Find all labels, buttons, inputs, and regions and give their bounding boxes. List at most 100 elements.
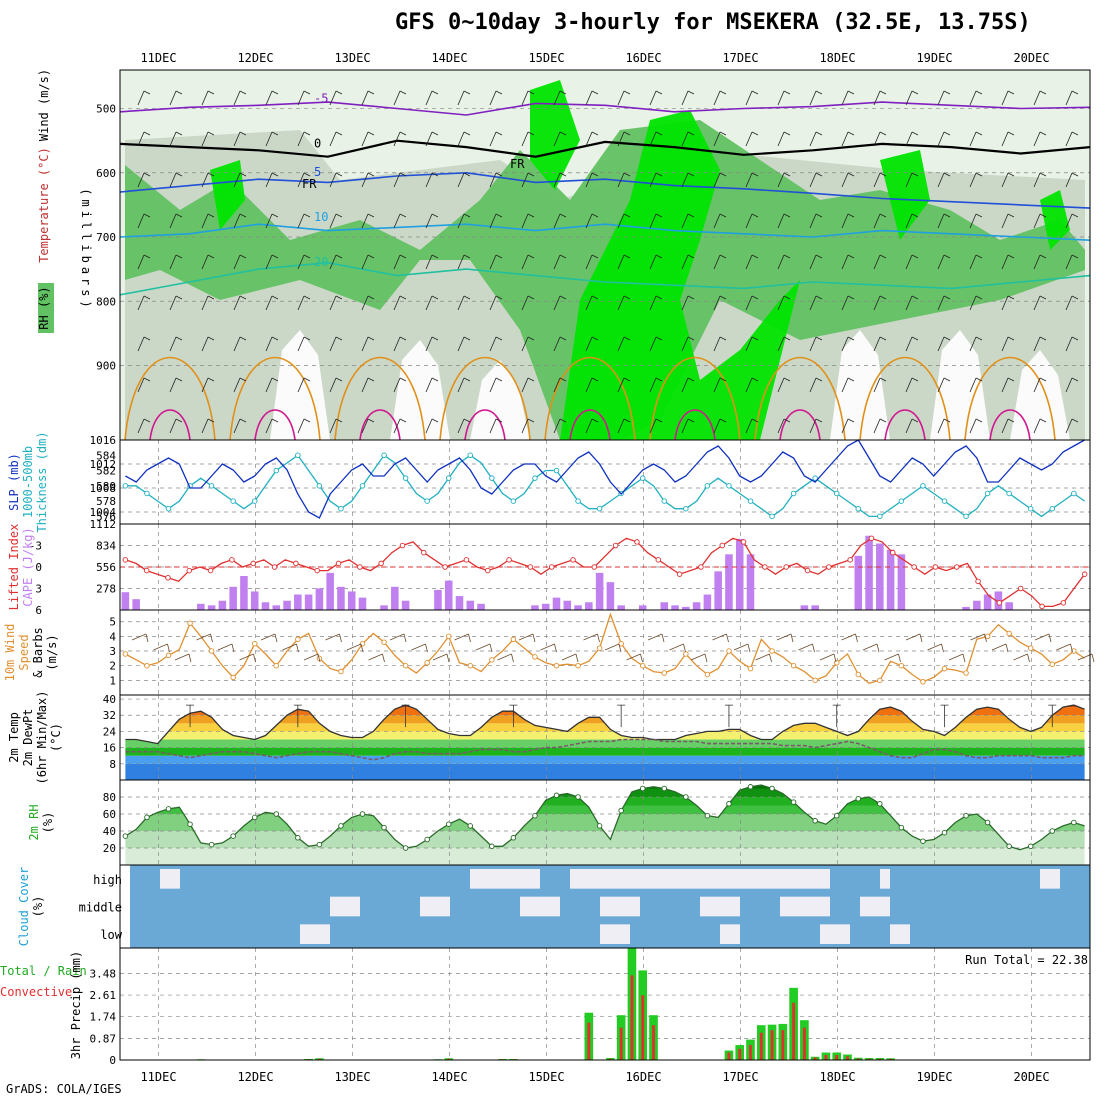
upper-wind-barb (905, 336, 919, 352)
upper-ytick-500: 500 (96, 103, 116, 116)
wind-barb-10m (841, 633, 858, 643)
wind-speed-point (1071, 648, 1077, 654)
cape-ytick-834: 834 (96, 540, 116, 553)
upper-wind-barb (233, 90, 247, 106)
wind-barb-10m (669, 643, 686, 653)
precip-convective-bar (835, 1055, 839, 1060)
temp-label-2m: 2m Temp (7, 712, 21, 763)
cape-ytick-1112: 1112 (90, 518, 117, 531)
upper-wind-barb (137, 418, 151, 434)
precip-convective-bar (867, 1058, 871, 1060)
upper-wind-barb (169, 213, 183, 229)
chart-title: GFS 0~10day 3-hourly for MSEKERA (32.5E,… (395, 10, 1031, 35)
lifted-index-point (378, 560, 384, 567)
upper-wind-barb (521, 213, 535, 229)
upper-wind-barb (521, 295, 535, 311)
cape-bar (574, 605, 582, 610)
upper-wind-barb (201, 295, 215, 311)
upper-wind-barb (1065, 295, 1079, 311)
wind-barb-10m (432, 653, 450, 663)
upper-wind-barb (553, 254, 567, 270)
wind-speed-point (639, 662, 646, 669)
cape-bar (692, 602, 701, 610)
rh-2m-point (661, 785, 668, 792)
upper-wind-barb (585, 213, 599, 229)
upper-wind-barb (873, 336, 887, 352)
wind-barb-10m (776, 633, 794, 643)
upper-wind-barb (1001, 295, 1015, 311)
upper-wind-barb (969, 254, 983, 270)
rh-2m-point (144, 814, 150, 821)
wind-barb-10m (819, 653, 837, 663)
wind-barb-10m (647, 633, 665, 643)
cloud-row-label-high: high (93, 873, 122, 887)
cape-bar (541, 603, 550, 610)
upper-ytick-900: 900 (96, 359, 116, 372)
wind-speed-point (402, 662, 409, 669)
warm-contour-3 (439, 356, 531, 441)
rh-2m-point (402, 845, 409, 851)
upper-wind-barb (361, 295, 375, 311)
upper-wind-barb (1001, 90, 1015, 106)
temp-ytick-24: 24 (103, 725, 117, 738)
upper-wind-barb (713, 254, 727, 270)
wind-barb-10m (626, 653, 643, 663)
cape-bar (283, 600, 291, 610)
wind-barb-10m (884, 653, 901, 663)
wind-barb-10m (970, 633, 987, 643)
precip-convective-bar (738, 1048, 742, 1060)
thickness-point (661, 498, 668, 504)
rh-2m-point (230, 833, 236, 839)
lifted-index-point (357, 564, 363, 570)
upper-wind-barb (361, 172, 375, 188)
upper-wind-barb (393, 336, 407, 352)
rh-band-2 (125, 814, 1085, 831)
thickness-point (165, 505, 172, 512)
upper-wind-barb (1001, 254, 1015, 270)
cape-bar (326, 572, 334, 610)
date-label-top-13DEC: 13DEC (334, 51, 370, 65)
precip-convective-bar (781, 1030, 785, 1060)
slp-line (125, 439, 1085, 519)
upper-wind-barb (265, 295, 279, 311)
cloud-label: Cloud Cover (17, 867, 31, 946)
rh-2m-point (122, 833, 129, 839)
cloud-row-label-middle: middle (79, 901, 122, 915)
cape-bar (703, 594, 712, 610)
cape-bar (714, 571, 722, 610)
upper-wind-barb (649, 336, 663, 352)
upper-wind-barb (1065, 172, 1079, 188)
wind-speed-point (381, 639, 387, 645)
upper-wind-barb (553, 90, 567, 106)
cloud-gap-middle (600, 896, 640, 917)
cloud-gap-high (470, 869, 540, 889)
rh-2m-point (1027, 843, 1034, 850)
wind-speed-point (467, 662, 474, 669)
upper-wind-barb (745, 336, 759, 352)
temp-band-4 (125, 731, 1085, 740)
dry-lobe-0 (270, 330, 330, 440)
upper-wind-barb (905, 131, 919, 147)
thickness-point (251, 498, 258, 504)
cape-bar (886, 549, 895, 610)
dry-lobe-1 (390, 340, 450, 440)
upper-wind-barb (905, 90, 919, 106)
lifted-index-point (762, 564, 768, 570)
thickness-point (122, 483, 129, 489)
upper-wind-barb (361, 418, 375, 434)
thickness-point (596, 505, 603, 512)
thickness-point (1027, 505, 1034, 512)
lifted-index-point (591, 564, 598, 570)
thickness-point (553, 467, 560, 474)
upper-wind-barb (649, 254, 663, 270)
thickness-point (424, 498, 430, 504)
upper-wind-barb (425, 131, 439, 147)
temp-minmax-bar (617, 704, 626, 728)
thickness-point (467, 452, 474, 459)
wind-label-units: (m/s) (45, 634, 59, 670)
wind-barb-10m (690, 653, 708, 663)
wind-speed-point (877, 677, 883, 684)
rh-2m-point (1071, 819, 1077, 826)
warm-contour-0 (124, 356, 216, 441)
lifted-index-point (548, 564, 555, 570)
